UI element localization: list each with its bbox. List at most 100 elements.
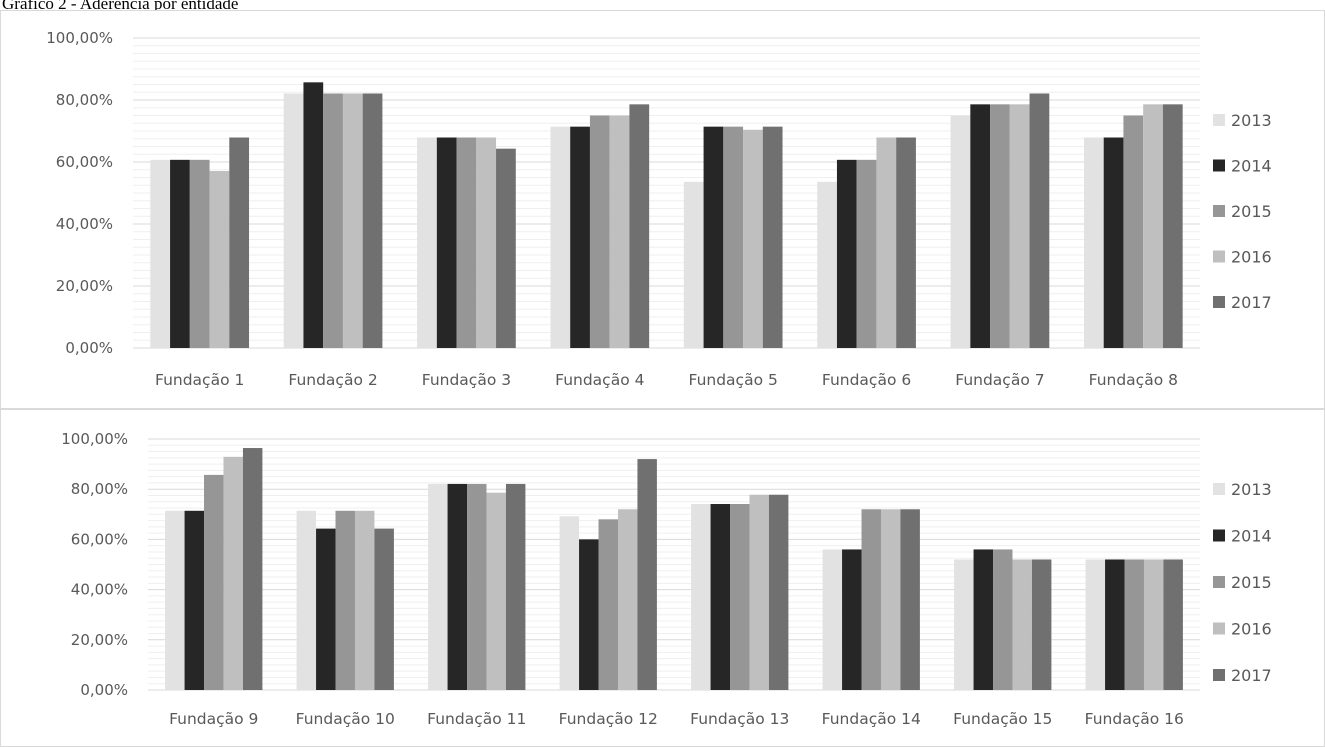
- bar: [876, 137, 897, 348]
- bar: [354, 510, 375, 690]
- bar: [296, 510, 317, 690]
- y-tick-label: 20,00%: [56, 277, 113, 295]
- bar: [1009, 104, 1030, 348]
- bar: [417, 137, 437, 348]
- legend-label: 2014: [1231, 527, 1272, 546]
- bar: [691, 504, 711, 690]
- x-category-label: Fundação 12: [559, 710, 658, 728]
- y-tick-label: 80,00%: [56, 91, 113, 109]
- x-category-label: Fundação 5: [689, 371, 778, 389]
- y-tick-label: 100,00%: [61, 430, 128, 448]
- bar: [683, 181, 704, 348]
- legend-swatch: [1213, 483, 1225, 495]
- y-tick-label: 80,00%: [71, 480, 128, 498]
- bar: [970, 104, 991, 348]
- bar: [209, 170, 230, 348]
- bar: [447, 483, 468, 690]
- bar: [505, 483, 526, 690]
- bar: [570, 126, 590, 348]
- bar: [589, 115, 610, 348]
- bar: [993, 549, 1013, 690]
- bar: [842, 549, 862, 690]
- legend-label: 2017: [1231, 293, 1272, 312]
- y-tick-label: 40,00%: [71, 581, 128, 599]
- legend-swatch: [1213, 250, 1225, 263]
- bar: [229, 137, 250, 348]
- bar: [629, 104, 650, 348]
- bar: [1105, 559, 1125, 690]
- legend-swatch: [1213, 296, 1225, 308]
- chart-2: 0,00% 20,00% 40,00% 60,00% 80,00% 100,00% Fund…: [61, 430, 1271, 728]
- bar: [1162, 104, 1183, 348]
- y-tick-label: 0,00%: [80, 681, 128, 699]
- bar: [768, 494, 789, 690]
- y-tick-label: 40,00%: [56, 215, 113, 233]
- bar: [749, 494, 769, 690]
- bar: [954, 559, 974, 690]
- legend-label: 2013: [1231, 480, 1272, 499]
- x-category-label: Fundação 11: [427, 710, 526, 728]
- bar: [283, 93, 304, 349]
- bar: [1031, 559, 1052, 690]
- y-tick-label: 60,00%: [71, 530, 128, 548]
- bar: [1123, 115, 1144, 348]
- x-category-label: Fundação 7: [955, 371, 1044, 389]
- legend-swatch: [1213, 669, 1225, 681]
- bar: [973, 549, 994, 690]
- legend-swatch: [1213, 576, 1225, 588]
- x-category-label: Fundação 13: [690, 710, 789, 728]
- bar: [1143, 104, 1163, 348]
- bar: [242, 448, 263, 690]
- bar: [762, 126, 783, 348]
- bar: [900, 509, 920, 690]
- bar: [428, 483, 448, 690]
- bar: [896, 137, 916, 348]
- y-tick-label: 20,00%: [71, 631, 128, 649]
- legend-label: 2016: [1231, 620, 1272, 639]
- x-category-label: Fundação 14: [822, 710, 921, 728]
- bar: [476, 137, 497, 348]
- bar: [1124, 559, 1144, 690]
- bar: [617, 509, 638, 690]
- bar: [467, 483, 487, 690]
- bar: [1012, 559, 1032, 690]
- bar: [316, 528, 336, 690]
- legend-label: 2017: [1231, 666, 1272, 685]
- bar: [880, 509, 901, 690]
- x-category-label: Fundação 2: [288, 371, 377, 389]
- bar: [743, 129, 763, 348]
- bar: [723, 126, 744, 348]
- bar: [861, 509, 881, 690]
- bar: [342, 93, 363, 349]
- legend-label: 2016: [1231, 248, 1272, 267]
- bar: [362, 93, 383, 349]
- bar: [486, 492, 506, 690]
- bar: [303, 82, 324, 348]
- x-category-label: Fundação 15: [953, 710, 1052, 728]
- y-tick-label: 100,00%: [46, 29, 113, 47]
- bar: [817, 181, 837, 348]
- bar: [1085, 559, 1106, 690]
- bar: [184, 510, 205, 690]
- x-category-label: Fundação 4: [555, 371, 644, 389]
- bar: [950, 115, 971, 348]
- legend-label: 2015: [1231, 573, 1272, 592]
- x-category-label: Fundação 9: [169, 710, 258, 728]
- bar: [990, 104, 1010, 348]
- bar: [436, 137, 457, 348]
- bar: [856, 159, 877, 348]
- bar: [150, 159, 171, 348]
- bar: [374, 528, 394, 690]
- legend-label: 2014: [1231, 157, 1272, 176]
- bar: [637, 459, 657, 690]
- bar: [1083, 137, 1104, 348]
- bar: [730, 504, 750, 690]
- bar: [1143, 559, 1164, 690]
- bar: [165, 510, 185, 690]
- bar: [1029, 93, 1050, 349]
- legend-swatch: [1213, 622, 1225, 635]
- bar: [550, 126, 571, 348]
- y-tick-label: 60,00%: [56, 153, 113, 171]
- bar: [598, 519, 618, 690]
